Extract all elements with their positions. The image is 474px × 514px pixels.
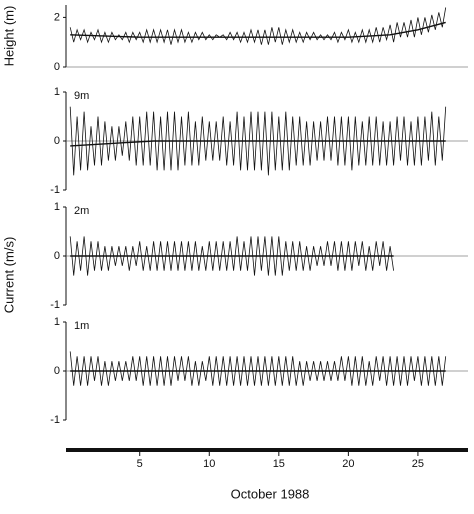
y-tick-label: -1 [50,414,60,426]
x-tick-label: 25 [412,458,424,470]
y-tick-label: 1 [54,316,60,328]
panel-label: 2m [74,205,89,217]
series-line [69,351,447,386]
y-axis-label: Height (m) [1,6,16,67]
y-tick-label: -1 [50,299,60,311]
y-tick-label: 1 [54,201,60,213]
smoothed-line [70,140,446,147]
y-tick-label: 0 [54,135,60,147]
panel-label: 9m [74,90,89,102]
panel-label: 1m [74,320,89,332]
y-axis-label: Current (m/s) [1,237,16,314]
y-tick-label: 0 [54,61,60,73]
series-line [69,7,447,45]
x-tick-label: 5 [137,458,143,470]
y-tick-label: 2 [54,11,60,23]
x-tick-label: 15 [273,458,285,470]
x-axis-label: October 1988 [231,486,310,501]
y-tick-label: 1 [54,86,60,98]
x-tick-label: 20 [342,458,354,470]
smoothed-line [70,21,446,38]
series-line [69,106,447,176]
y-tick-label: -1 [50,184,60,196]
y-tick-label: 0 [54,250,60,262]
y-tick-label: 0 [54,365,60,377]
x-tick-label: 10 [203,458,215,470]
